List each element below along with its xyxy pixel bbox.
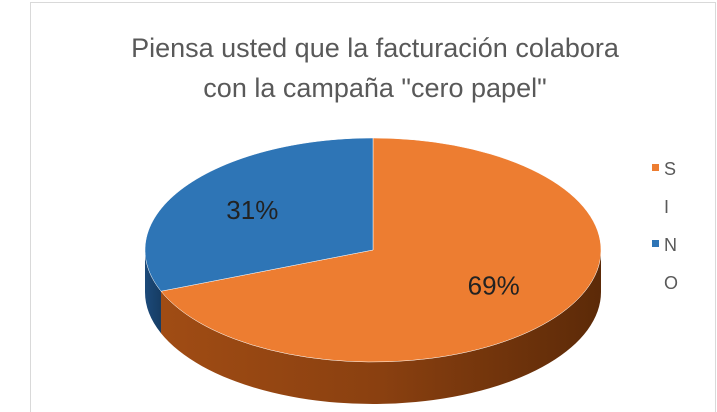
data-label: 31% <box>226 195 278 225</box>
legend-label: SI <box>664 159 677 217</box>
data-label: 69% <box>468 271 520 301</box>
slice <box>144 137 374 292</box>
legend-label: NO <box>664 235 679 293</box>
chart-frame <box>30 2 716 412</box>
chart-title: Piensa usted que la facturación colabora… <box>131 33 619 103</box>
slice-side <box>145 250 162 334</box>
legend-swatch <box>652 164 659 171</box>
slice-side <box>161 250 601 405</box>
legend-swatch <box>652 240 659 247</box>
slice <box>160 137 602 363</box>
